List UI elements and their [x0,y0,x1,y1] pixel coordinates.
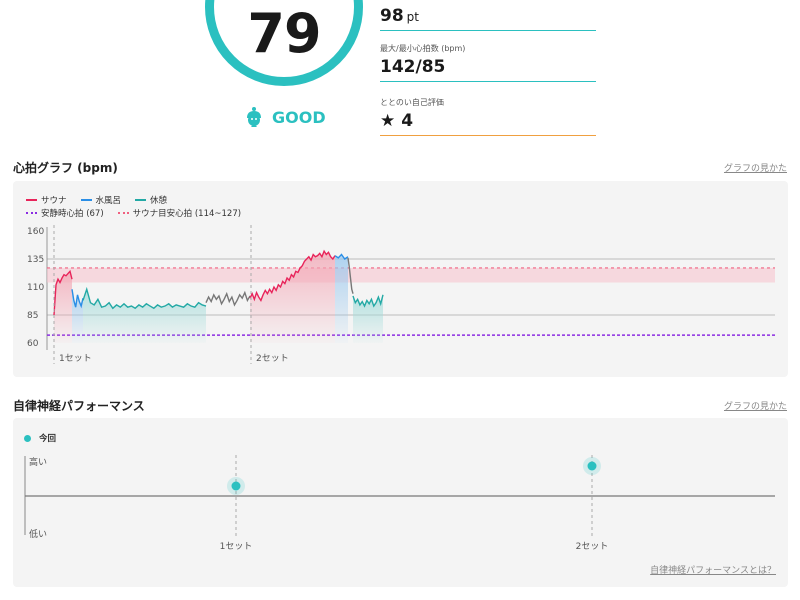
segment-area-1 [72,289,83,343]
legend-swatch-rest [135,199,147,201]
set-label-2: 2セット [256,353,289,364]
series-line-segment-3 [205,290,251,307]
series-line-segment-5 [334,253,349,260]
segment-area-0 [54,271,72,343]
points-stat: 98 pt [380,6,596,31]
divider [380,81,596,82]
legend-swatch-current [24,434,31,442]
self-eval-stat: ととのい自己評価 ★ 4 [380,97,596,136]
legend-swatch-water-bath [80,199,92,201]
ans-section-title: 自律神経パフォーマンス [13,399,145,413]
legend-label-current: 今回 [39,434,57,444]
legend-swatch-sauna [26,199,37,201]
legend-swatch-resting-hr [26,212,37,214]
person-icon [247,107,261,127]
star-icon: ★ [380,111,396,131]
ans-legend: 今回 [24,432,56,444]
legend-item-rest: 休憩 [135,194,167,206]
ans-help-link[interactable]: グラフの見かた [723,402,787,412]
set-label-1: 1セット [59,353,92,364]
legend-label-sauna-target: サウナ目安心拍 (114~127) [132,209,242,219]
series-line-segment-4 [249,249,336,302]
series-line-segment-2 [82,286,207,310]
legend-swatch-sauna-target [117,212,129,214]
series-line-segment-0 [53,269,73,316]
series-line-segment-6 [347,257,354,294]
legend-label-resting-hr: 安静時心拍 (67) [41,209,104,219]
y-tick-label: 85 [27,311,38,321]
divider [380,30,596,31]
points-stat-value-row: 98 pt [380,6,596,26]
hr-help-link[interactable]: グラフの見かた [723,164,787,174]
legend-label-rest: 休憩 [150,196,168,206]
y-tick-label: 60 [27,339,39,349]
hr-legend-row-2: 安静時心拍 (67) サウナ目安心拍 (114~127) [26,207,241,219]
grade-label: GOOD [272,107,326,127]
sauna-target-band [47,267,775,283]
legend-item-current: 今回 [24,432,56,444]
self-eval-value-row: ★ 4 [380,111,596,131]
divider [380,135,596,136]
points-unit: pt [406,10,419,24]
legend-item-sauna-target: サウナ目安心拍 (114~127) [117,207,242,219]
y-tick-label: 160 [27,227,44,237]
heart-rate-stat: 最大/最小心拍数 (bpm) 142/85 [380,43,596,82]
legend-label-water-bath: 水風呂 [95,196,122,206]
segment-area-2 [83,289,206,343]
legend-item-resting-hr: 安静時心拍 (67) [26,207,104,219]
points-value: 98 [380,6,404,26]
legend-item-water-bath: 水風呂 [80,194,122,206]
legend-item-sauna: サウナ [26,194,67,206]
ans-about-link[interactable]: 自律神経パフォーマンスとは？ [650,566,776,576]
ans-chart-panel [13,418,788,587]
segment-area-7 [353,294,383,343]
y-tick-label: 135 [27,255,44,265]
series-line-segment-1 [71,289,84,309]
hr-legend-row-1: サウナ 水風呂 休憩 [26,194,167,206]
segment-area-4 [250,251,335,343]
legend-label-sauna: サウナ [41,196,67,206]
grade-badge: GOOD [244,106,326,128]
segment-area-5 [335,254,348,343]
hr-label: 最大/最小心拍数 (bpm) [380,44,466,53]
score-value: 79 [247,2,321,65]
y-tick-label: 110 [27,283,44,293]
hr-value: 142/85 [380,57,446,77]
self-eval-value: 4 [401,111,414,131]
hr-section-title: 心拍グラフ (bpm) [13,161,118,175]
series-line-segment-7 [352,294,384,308]
self-eval-label: ととのい自己評価 [380,98,444,107]
